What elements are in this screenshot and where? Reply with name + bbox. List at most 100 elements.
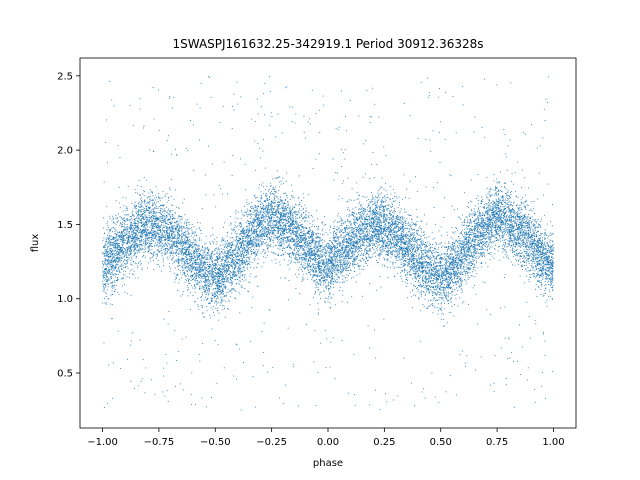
data-point: [269, 309, 271, 311]
data-point: [374, 233, 376, 235]
data-point: [169, 236, 171, 237]
data-point: [140, 211, 142, 213]
data-point: [113, 218, 114, 220]
data-point: [300, 264, 302, 265]
data-point: [448, 248, 450, 249]
data-point: [164, 208, 166, 210]
data-point: [538, 248, 540, 250]
data-point: [223, 252, 225, 254]
data-point: [105, 302, 107, 304]
data-point: [518, 217, 520, 218]
data-point: [540, 252, 542, 254]
data-point: [484, 224, 485, 226]
data-point: [221, 237, 223, 239]
data-point: [314, 243, 316, 245]
data-point: [247, 240, 249, 242]
data-point: [422, 284, 424, 286]
data-point: [321, 277, 323, 278]
data-point: [202, 268, 204, 270]
data-point: [482, 206, 484, 208]
data-point: [461, 256, 463, 258]
data-point: [247, 251, 249, 253]
data-point: [267, 220, 269, 222]
data-point: [306, 243, 308, 245]
data-point: [533, 240, 535, 242]
data-point: [363, 252, 365, 254]
data-point: [477, 249, 479, 251]
data-point: [231, 175, 233, 176]
data-point: [253, 252, 255, 253]
data-point: [391, 247, 393, 249]
data-point: [264, 83, 266, 84]
data-point: [380, 200, 382, 202]
data-point: [233, 375, 235, 377]
data-point: [409, 250, 411, 252]
data-point: [222, 283, 224, 285]
data-point: [318, 255, 320, 257]
data-point: [171, 232, 173, 234]
data-point: [374, 220, 376, 222]
data-point: [136, 252, 138, 254]
data-point: [123, 255, 125, 257]
data-point: [368, 246, 370, 248]
data-point: [138, 228, 139, 230]
data-point: [150, 200, 152, 202]
data-point: [190, 267, 192, 269]
data-point: [212, 284, 214, 286]
data-point: [480, 239, 482, 241]
data-point: [301, 236, 303, 238]
data-point: [335, 267, 337, 269]
data-point: [440, 292, 442, 294]
data-point: [103, 252, 105, 254]
data-point: [310, 236, 312, 238]
data-point: [462, 241, 464, 243]
data-point: [317, 255, 319, 257]
data-point: [117, 235, 119, 237]
data-point: [534, 261, 536, 263]
data-point: [532, 235, 533, 237]
data-point: [281, 230, 283, 232]
data-point: [328, 258, 330, 260]
data-point: [354, 244, 356, 246]
data-point: [485, 194, 487, 196]
data-point: [300, 246, 302, 248]
data-point: [437, 290, 439, 292]
data-point: [529, 251, 531, 253]
data-point: [383, 221, 385, 223]
data-point: [533, 253, 535, 255]
data-point: [159, 225, 161, 227]
data-point: [124, 227, 126, 228]
data-point: [367, 245, 369, 247]
data-point: [185, 267, 187, 269]
data-point: [117, 242, 119, 244]
data-point: [220, 188, 222, 190]
data-point: [470, 275, 472, 277]
data-point: [450, 246, 452, 248]
data-point: [432, 130, 434, 132]
data-point: [546, 270, 548, 272]
data-point: [389, 232, 391, 234]
data-point: [246, 264, 248, 266]
data-point: [485, 243, 487, 245]
data-point: [479, 245, 481, 247]
data-point: [317, 266, 319, 268]
data-point: [537, 226, 539, 228]
data-point: [214, 253, 216, 255]
data-point: [480, 247, 482, 249]
data-point: [532, 246, 534, 248]
data-point: [400, 272, 401, 274]
data-point: [131, 211, 133, 213]
data-point: [257, 206, 259, 208]
data-point: [309, 230, 311, 231]
data-point: [120, 216, 122, 218]
data-point: [525, 256, 527, 258]
data-point: [437, 251, 438, 253]
data-point: [123, 222, 125, 224]
data-point: [438, 275, 440, 277]
data-point: [498, 193, 500, 195]
data-point: [519, 324, 521, 326]
data-point: [255, 219, 257, 221]
data-point: [225, 295, 227, 297]
data-point: [320, 259, 322, 261]
data-point: [400, 258, 402, 260]
